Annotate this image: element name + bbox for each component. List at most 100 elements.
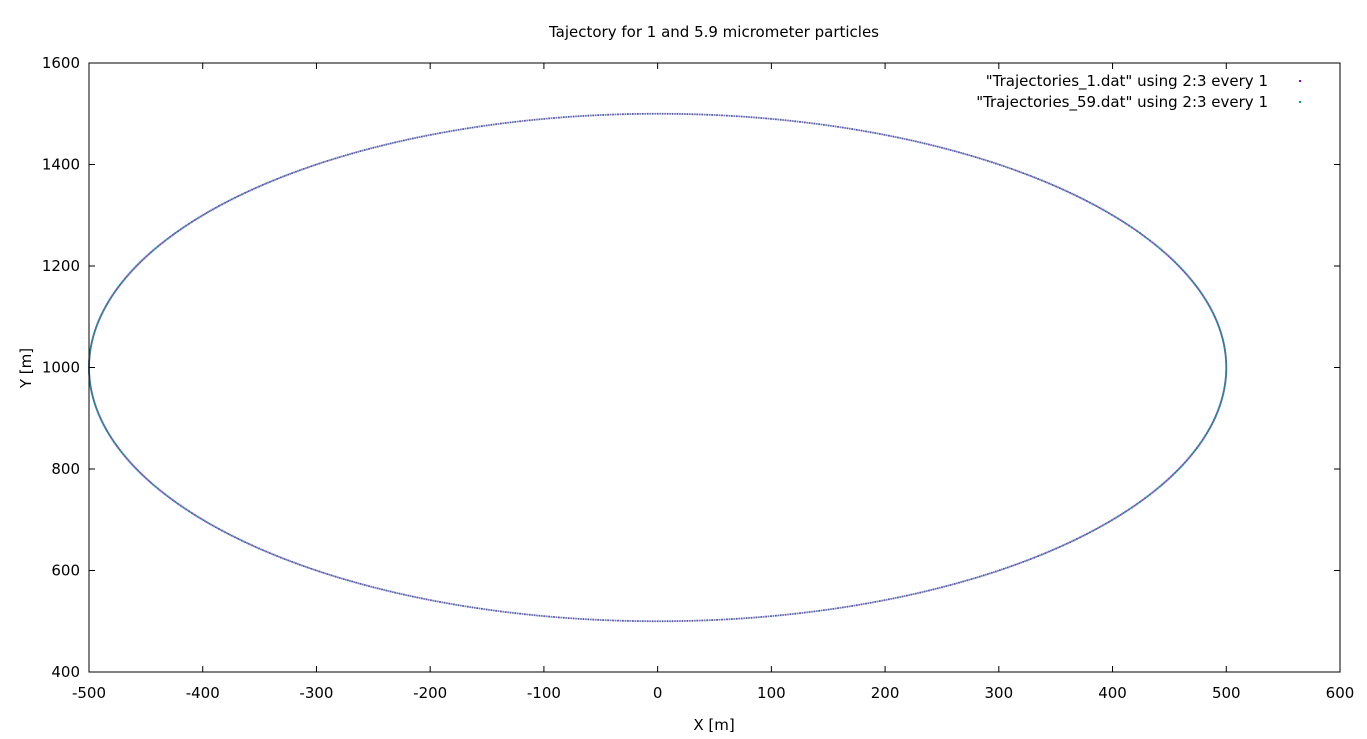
trajectory-point bbox=[955, 150, 958, 153]
trajectory-point bbox=[584, 618, 587, 621]
trajectory-point bbox=[1097, 527, 1099, 529]
trajectory-point bbox=[485, 608, 488, 611]
trajectory-point bbox=[361, 583, 364, 586]
trajectory-point bbox=[1137, 502, 1140, 504]
trajectory-point bbox=[1125, 510, 1128, 513]
trajectory-point bbox=[659, 112, 662, 115]
trajectory-point bbox=[990, 161, 993, 164]
trajectory-point bbox=[459, 604, 462, 607]
trajectory-point bbox=[285, 174, 288, 177]
trajectory-point bbox=[914, 140, 917, 143]
trajectory-point bbox=[1121, 220, 1123, 222]
trajectory-point bbox=[787, 613, 789, 616]
trajectory-point bbox=[128, 272, 131, 275]
trajectory-point bbox=[128, 460, 131, 463]
trajectory-point bbox=[1161, 483, 1163, 486]
trajectory-point bbox=[1140, 500, 1143, 502]
trajectory-point bbox=[921, 142, 924, 144]
y-axis-label: Y [m] bbox=[17, 348, 35, 389]
trajectory-point bbox=[1175, 262, 1177, 265]
trajectory-point bbox=[1194, 449, 1197, 452]
trajectory-point bbox=[716, 114, 718, 117]
trajectory-point bbox=[353, 152, 356, 154]
trajectory-point bbox=[602, 114, 605, 116]
trajectory-point bbox=[1189, 455, 1192, 458]
trajectory-point bbox=[485, 124, 488, 127]
trajectory-point bbox=[1049, 549, 1052, 552]
trajectory-point bbox=[244, 541, 247, 544]
trajectory-point bbox=[1122, 512, 1125, 514]
legend-entry-label: "Trajectories_59.dat" using 2:3 every 1 bbox=[976, 93, 1268, 112]
trajectory-point bbox=[1077, 195, 1080, 198]
trajectory-point bbox=[1216, 410, 1219, 413]
trajectory-point bbox=[930, 144, 933, 146]
trajectory-point bbox=[181, 505, 183, 508]
trajectory-point bbox=[318, 162, 321, 165]
trajectory-point bbox=[1004, 165, 1007, 168]
trajectory-point bbox=[1225, 366, 1228, 369]
trajectory-point bbox=[1048, 550, 1050, 553]
trajectory-point bbox=[1223, 346, 1226, 349]
trajectory-point bbox=[1064, 543, 1066, 546]
trajectory-point bbox=[1181, 464, 1183, 467]
trajectory-point bbox=[175, 231, 178, 233]
trajectory-point bbox=[912, 140, 915, 142]
trajectory-point bbox=[555, 616, 558, 619]
trajectory-point bbox=[1027, 174, 1030, 177]
trajectory-point bbox=[291, 560, 294, 563]
trajectory-point bbox=[1020, 171, 1023, 174]
trajectory-point bbox=[1224, 378, 1227, 381]
trajectory-point bbox=[890, 135, 893, 138]
trajectory-point bbox=[459, 128, 462, 131]
trajectory-point bbox=[1093, 528, 1096, 531]
trajectory-point bbox=[111, 438, 114, 441]
trajectory-point bbox=[570, 617, 573, 620]
trajectory-point bbox=[1142, 498, 1145, 501]
trajectory-point bbox=[338, 576, 341, 579]
trajectory-point bbox=[1188, 276, 1191, 279]
trajectory-point bbox=[497, 610, 500, 613]
trajectory-point bbox=[626, 113, 629, 115]
trajectory-point bbox=[1046, 181, 1049, 184]
trajectory-point bbox=[169, 497, 172, 500]
trajectory-point bbox=[1141, 499, 1144, 501]
trajectory-point bbox=[666, 112, 669, 115]
trajectory-point bbox=[760, 616, 763, 618]
trajectory-point bbox=[1162, 250, 1165, 253]
trajectory-point bbox=[265, 550, 268, 553]
trajectory-point bbox=[195, 514, 198, 517]
trajectory-point bbox=[1224, 382, 1227, 384]
trajectory-point bbox=[998, 163, 1001, 166]
trajectory-point bbox=[634, 113, 637, 115]
trajectory-point bbox=[930, 589, 933, 591]
trajectory-point bbox=[1225, 365, 1228, 368]
trajectory-point bbox=[391, 142, 394, 144]
trajectory-point bbox=[254, 546, 257, 548]
trajectory-point bbox=[359, 582, 362, 585]
trajectory-point bbox=[134, 266, 137, 269]
trajectory-point bbox=[116, 287, 119, 289]
trajectory-point bbox=[1176, 263, 1179, 266]
trajectory-point bbox=[938, 586, 941, 589]
trajectory-point bbox=[158, 244, 160, 247]
trajectory-point bbox=[1033, 556, 1036, 559]
trajectory-point bbox=[718, 618, 721, 621]
chart-title: Tajectory for 1 and 5.9 micrometer parti… bbox=[548, 23, 879, 41]
trajectory-point bbox=[205, 212, 208, 214]
trajectory-point bbox=[1225, 375, 1227, 378]
trajectory-point bbox=[521, 120, 524, 122]
trajectory-point bbox=[88, 353, 91, 356]
trajectory-point bbox=[490, 609, 493, 612]
trajectory-point bbox=[122, 453, 125, 456]
trajectory-point bbox=[1121, 513, 1123, 515]
trajectory-point bbox=[173, 233, 175, 235]
trajectory-point bbox=[1140, 233, 1143, 235]
trajectory-point bbox=[779, 118, 782, 121]
trajectory-point bbox=[124, 277, 126, 280]
trajectory-point bbox=[881, 599, 883, 602]
trajectory-point bbox=[92, 396, 94, 399]
trajectory-point bbox=[1156, 487, 1159, 490]
trajectory-point bbox=[855, 604, 858, 607]
trajectory-point bbox=[100, 419, 103, 422]
trajectory-point bbox=[88, 379, 91, 382]
